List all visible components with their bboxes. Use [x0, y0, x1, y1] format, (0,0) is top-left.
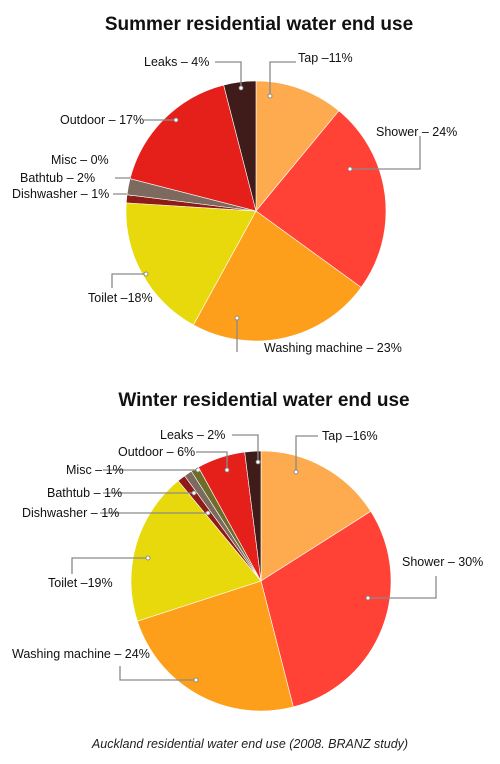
- slice-washing-machine: [136, 580, 294, 712]
- slice-label-bathtub: Bathtub – 1%: [47, 486, 122, 500]
- slice-label-tap: Tap –16%: [322, 429, 378, 443]
- winter-chart-title: Winter residential water end use: [118, 390, 409, 411]
- leader-dot-tap: [267, 93, 273, 99]
- leader-line-outdoor: [196, 451, 228, 470]
- slice-label-shower: Shower – 24%: [376, 125, 457, 139]
- slice-outdoor: [129, 84, 257, 212]
- slice-label-leaks: Leaks – 4%: [144, 55, 209, 69]
- slice-shower: [260, 510, 392, 708]
- slice-label-shower: Shower – 30%: [402, 555, 483, 569]
- leader-dot-outdoor: [224, 467, 230, 473]
- slice-shower: [255, 110, 387, 288]
- leader-dot-leaks: [238, 85, 244, 91]
- leader-line-shower: [368, 576, 437, 599]
- leader-dot-tap: [293, 469, 299, 475]
- leader-dot-leaks: [255, 459, 261, 465]
- leader-dot-outdoor: [173, 117, 179, 123]
- leader-dot-bathtub: [191, 490, 197, 496]
- leader-line-leaks: [215, 61, 242, 88]
- leader-dot-dishwasher: [205, 510, 211, 516]
- slice-label-outdoor: Outdoor – 6%: [118, 445, 195, 459]
- slice-leaks: [223, 80, 257, 212]
- leader-dot-toilet: [145, 555, 151, 561]
- slice-label-bathtub: Bathtub – 2%: [20, 171, 95, 185]
- leader-line-toilet: [71, 557, 148, 574]
- pie-charts: Summer residential water end use Tap –11…: [12, 14, 483, 712]
- slice-label-washing-machine: Washing machine – 23%: [264, 341, 402, 355]
- leader-dot-shower: [347, 166, 353, 172]
- slice-label-toilet: Toilet –19%: [48, 576, 113, 590]
- slice-label-tap: Tap –11%: [298, 51, 353, 65]
- slice-tap: [255, 80, 340, 212]
- leader-dot-washing-machine: [234, 315, 240, 321]
- leader-dot-toilet: [143, 271, 149, 277]
- winter-pie: Tap –16% Shower – 30% Washing machine – 24…: [12, 428, 483, 712]
- leader-line-tap: [269, 61, 296, 96]
- slice-tap: [260, 450, 372, 582]
- chart-caption: Auckland residential water end use (2008…: [91, 737, 409, 751]
- leader-line-washing-machine: [119, 666, 196, 681]
- slice-label-misc: Misc – 0%: [51, 153, 109, 167]
- summer-pie: Tap –11% Shower – 24% Washing machine – 23…: [12, 51, 457, 355]
- leader-dot-washing-machine: [193, 677, 199, 683]
- slice-label-outdoor: Outdoor – 17%: [60, 113, 144, 127]
- slice-leaks: [244, 450, 262, 582]
- summer-chart-title: Summer residential water end use: [105, 14, 413, 35]
- slice-washing-machine: [192, 210, 362, 342]
- slice-label-leaks: Leaks – 2%: [160, 428, 225, 442]
- leader-dot-shower: [365, 595, 371, 601]
- slice-label-dishwasher: Dishwasher – 1%: [12, 187, 109, 201]
- slice-label-washing-machine: Washing machine – 24%: [12, 647, 150, 661]
- leader-line-tap: [295, 435, 318, 472]
- slice-label-misc: Misc – 1%: [66, 463, 124, 477]
- leader-line-toilet: [111, 273, 146, 288]
- slice-label-dishwasher: Dishwasher – 1%: [22, 506, 119, 520]
- slice-toilet: [130, 480, 262, 622]
- leader-line-shower: [350, 136, 421, 170]
- leader-line-leaks: [232, 434, 259, 462]
- slice-label-toilet: Toilet –18%: [88, 291, 153, 305]
